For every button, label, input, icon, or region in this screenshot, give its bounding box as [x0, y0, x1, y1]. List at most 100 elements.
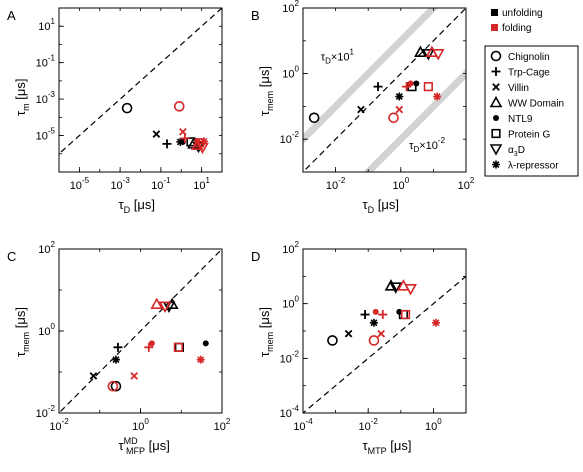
y-tick-label: 102	[282, 0, 299, 15]
legend-marker-repressor	[492, 160, 500, 169]
data-point-protein-g-folding	[423, 82, 433, 92]
x-tick-label: 10-4	[293, 417, 313, 433]
legend-label-villin: Villin	[508, 83, 529, 94]
panel-label: B	[251, 8, 260, 23]
data-point-trp-cage-unfolding	[373, 82, 383, 92]
band-line-1	[363, 68, 466, 172]
x-tick-label: 100	[425, 417, 442, 433]
data-point-chignolin-unfolding	[110, 380, 122, 392]
data-point-repressor-folding	[196, 355, 205, 364]
legend-label-repressor: λ-repressor	[508, 161, 559, 172]
x-tick-label: 101	[193, 176, 210, 192]
data-point-villin-folding	[179, 127, 187, 136]
y-axis-label: τmem [μs]	[257, 66, 275, 116]
legend-marker-trp-cage	[491, 67, 501, 76]
data-point-villin-folding	[377, 329, 386, 338]
data-point-trp-cage-unfolding	[162, 139, 172, 149]
data-point-villin-folding	[395, 105, 404, 114]
band-annotation-0: τD×101	[321, 48, 355, 66]
panel-label: D	[251, 249, 260, 264]
legend-marker-protein-g	[491, 128, 501, 139]
y-tick-label: 10-2	[36, 404, 56, 420]
data-point-chignolin-folding	[368, 335, 380, 346]
panel-a: 10-5 10-3 10-1 101 10-5 10-3 10-1 101 τD [μs] τm …	[7, 7, 223, 215]
x-tick-label: 10-2	[359, 417, 379, 433]
y-tick-label: 10-2	[280, 130, 300, 146]
legend-marker-chignolin	[490, 50, 502, 62]
y-axis-label: τm [μs]	[13, 79, 31, 116]
x-tick-label: 10-3	[110, 176, 130, 192]
data-point-3d-unfolding	[421, 49, 435, 61]
panel-label: A	[7, 8, 16, 23]
y-tick-label: 10-2	[280, 349, 300, 365]
data-point-ww-domain-unfolding	[384, 279, 398, 291]
data-point-villin-unfolding	[152, 130, 161, 138]
plot-frame	[302, 7, 467, 173]
data-point-villin-unfolding	[344, 329, 353, 338]
data-point-ww-domain-folding	[190, 138, 204, 150]
x-axis-label: τMTP [μs]	[363, 438, 412, 456]
data-point-villin-folding	[130, 372, 139, 380]
legend-marker-villin	[492, 83, 500, 91]
x-tick-label: 10-2	[49, 417, 69, 433]
panel-c: 10-2 100 102 10-2 100 102 τMD MFP [μs] τmem [μs]…	[7, 240, 231, 456]
data-point-protein-g-folding	[400, 309, 411, 320]
data-point-villin-unfolding	[89, 372, 98, 380]
y-tick-label: 102	[282, 240, 299, 256]
x-tick-label: 100	[392, 176, 409, 192]
panel-b: 10-2 100 102 10-2 100 102 τD [μs] τmem [μs] τD×1…	[251, 0, 475, 215]
data-point-trp-cage-folding	[144, 342, 154, 352]
data-point-repressor-unfolding	[176, 137, 185, 146]
x-tick-label: 100	[132, 417, 149, 433]
data-point-trp-cage-folding	[378, 310, 388, 320]
x-tick-label: 10-5	[70, 176, 90, 192]
data-point-3d-folding	[404, 283, 417, 296]
diagonal-line	[59, 8, 222, 155]
panel-label: C	[7, 249, 16, 264]
x-axis-label: τD [μs]	[119, 197, 155, 215]
legend-label-ntl9: NTL9	[508, 114, 533, 125]
data-point-repressor-unfolding	[395, 92, 404, 101]
data-point-trp-cage-folding	[402, 82, 412, 92]
band-annotation-1: τD×10-2	[409, 136, 445, 154]
data-point-ww-domain-unfolding	[414, 45, 427, 57]
data-point-repressor-folding	[431, 318, 440, 327]
data-point-3d-folding	[158, 301, 172, 313]
legend-label-unfolding: unfolding	[502, 8, 543, 19]
y-tick-label: 10-3	[36, 90, 56, 106]
legend: unfolding folding Chignolin Trp-Cage Villin W…	[484, 8, 579, 177]
legend-marker-ww-domain	[489, 95, 503, 108]
x-tick-label: 102	[214, 417, 231, 433]
y-tick-label: 100	[38, 322, 55, 338]
legend-box	[484, 45, 579, 177]
data-point-ntl9-unfolding	[202, 340, 209, 347]
data-point-chignolin-unfolding	[121, 102, 133, 114]
y-tick-label: 10-4	[280, 404, 300, 420]
data-point-repressor-unfolding	[111, 355, 120, 364]
legend-label-trp-cage: Trp-Cage	[508, 68, 550, 79]
data-point-3d-folding	[431, 49, 445, 61]
data-point-ww-domain-folding	[150, 297, 164, 310]
data-point-chignolin-unfolding	[308, 112, 320, 124]
diagonal-line	[59, 249, 222, 413]
y-tick-label: 10-1	[36, 54, 56, 70]
legend-marker-3d	[489, 144, 503, 156]
x-axis-label: τD [μs]	[363, 197, 399, 215]
band-line-0	[303, 8, 439, 145]
data-point-chignolin-folding	[388, 112, 399, 124]
legend-swatch-unfolding	[491, 9, 498, 16]
data-point-chignolin-folding	[173, 101, 185, 112]
data-point-protein-g-folding	[173, 342, 183, 352]
legend-swatch-folding	[491, 24, 498, 31]
legend-label-ww-domain: WW Domain	[508, 99, 564, 110]
x-tick-label: 102	[458, 176, 475, 192]
y-tick-label: 100	[282, 295, 299, 311]
y-tick-label: 102	[38, 240, 55, 256]
legend-label-3d: α3D	[508, 145, 525, 158]
data-point-chignolin-unfolding	[327, 335, 338, 346]
panel-d: 10-4 10-2 100 10-4 10-2 100 102 τMTP [μs] τmem […	[251, 240, 467, 456]
legend-label-folding: folding	[502, 23, 531, 34]
diagonal-line	[303, 8, 466, 172]
data-point-villin-unfolding	[357, 105, 365, 114]
